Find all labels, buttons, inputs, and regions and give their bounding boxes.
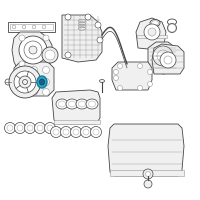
Circle shape: [143, 169, 153, 179]
Ellipse shape: [37, 76, 47, 88]
Circle shape: [30, 88, 38, 96]
Circle shape: [19, 36, 47, 64]
Circle shape: [144, 24, 160, 40]
Ellipse shape: [168, 19, 177, 25]
Polygon shape: [152, 44, 184, 74]
Polygon shape: [62, 15, 102, 62]
Circle shape: [157, 50, 169, 62]
Circle shape: [50, 127, 62, 138]
Polygon shape: [136, 18, 166, 50]
Circle shape: [148, 70, 153, 74]
Circle shape: [19, 76, 31, 88]
Ellipse shape: [86, 99, 98, 109]
Circle shape: [43, 35, 49, 41]
Circle shape: [144, 180, 152, 188]
Circle shape: [14, 122, 26, 134]
Polygon shape: [148, 42, 178, 74]
Circle shape: [22, 25, 26, 29]
Circle shape: [148, 82, 153, 86]
Ellipse shape: [40, 79, 44, 85]
Circle shape: [9, 66, 41, 98]
Circle shape: [146, 171, 151, 176]
Circle shape: [5, 79, 11, 85]
Ellipse shape: [76, 99, 88, 109]
Polygon shape: [54, 120, 100, 124]
Circle shape: [42, 88, 50, 96]
Circle shape: [35, 122, 46, 134]
Circle shape: [18, 66, 26, 73]
Ellipse shape: [56, 99, 68, 109]
Polygon shape: [52, 90, 100, 124]
Circle shape: [65, 52, 71, 58]
Circle shape: [24, 122, 36, 134]
Circle shape: [60, 127, 72, 138]
Circle shape: [42, 66, 50, 73]
Circle shape: [29, 46, 37, 54]
Circle shape: [12, 25, 16, 29]
Circle shape: [30, 66, 38, 73]
Circle shape: [95, 22, 101, 28]
Circle shape: [19, 35, 25, 41]
Circle shape: [114, 75, 118, 80]
Circle shape: [22, 79, 28, 84]
Circle shape: [97, 37, 103, 43]
Ellipse shape: [168, 23, 177, 32]
Circle shape: [30, 78, 38, 86]
Circle shape: [44, 122, 56, 134]
Circle shape: [138, 64, 142, 68]
Polygon shape: [8, 22, 55, 32]
Circle shape: [42, 47, 58, 63]
Circle shape: [42, 78, 50, 86]
Circle shape: [14, 71, 36, 93]
Ellipse shape: [66, 99, 78, 109]
Circle shape: [18, 78, 26, 86]
Circle shape: [118, 86, 122, 90]
Circle shape: [118, 64, 122, 68]
Circle shape: [32, 25, 36, 29]
Circle shape: [65, 14, 71, 20]
Polygon shape: [137, 35, 167, 38]
Polygon shape: [110, 170, 184, 176]
Circle shape: [114, 70, 118, 74]
Circle shape: [85, 14, 91, 20]
Circle shape: [19, 61, 25, 67]
Ellipse shape: [150, 20, 160, 26]
Circle shape: [45, 50, 55, 60]
Circle shape: [90, 127, 102, 138]
Circle shape: [153, 46, 173, 66]
Circle shape: [160, 52, 176, 68]
Circle shape: [18, 88, 26, 96]
Circle shape: [70, 127, 82, 138]
Ellipse shape: [100, 79, 104, 82]
Polygon shape: [108, 124, 184, 176]
Circle shape: [148, 28, 156, 36]
Polygon shape: [14, 62, 54, 96]
Polygon shape: [12, 32, 52, 74]
Polygon shape: [112, 62, 152, 90]
Circle shape: [4, 122, 16, 134]
Circle shape: [24, 41, 42, 59]
Circle shape: [80, 127, 92, 138]
Circle shape: [138, 86, 142, 90]
Circle shape: [42, 25, 46, 29]
